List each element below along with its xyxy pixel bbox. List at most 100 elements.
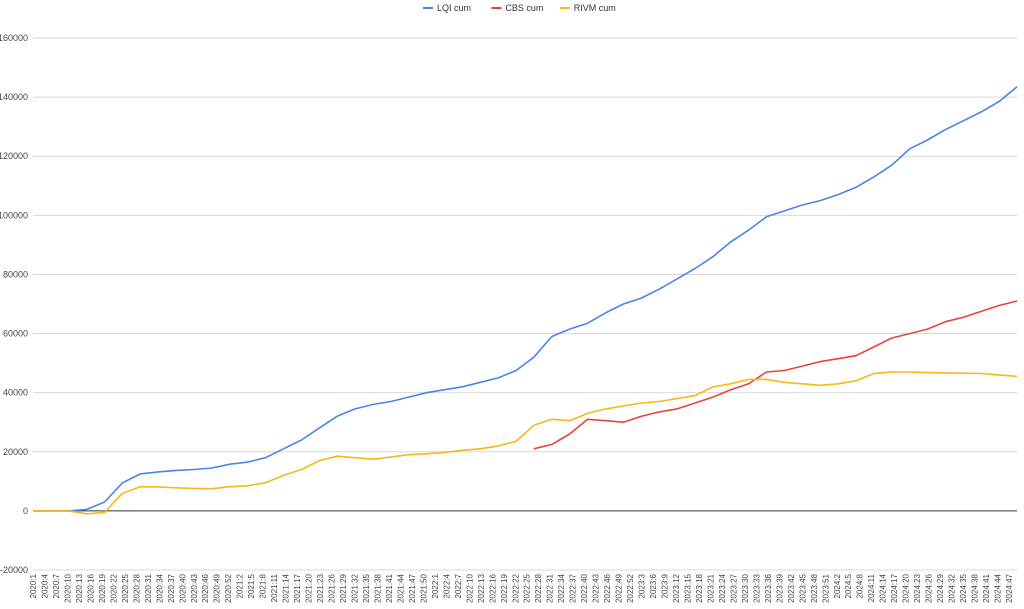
x-tick-label: 2023:30 — [741, 573, 750, 602]
legend-label: CBS cum — [505, 3, 543, 13]
x-tick-label: 2024:20 — [902, 573, 911, 602]
x-tick-label: 2021:23 — [316, 573, 325, 602]
x-tick-label: 2023:18 — [695, 573, 704, 602]
x-tick-label: 2022:25 — [523, 573, 532, 602]
legend-item-0: LQI cum — [423, 3, 471, 13]
x-tick-label: 2024:29 — [936, 573, 945, 602]
x-tick-label: 2024:35 — [959, 573, 968, 602]
x-tick-label: 2023:39 — [775, 573, 784, 602]
x-tick-label: 2023:3 — [638, 573, 647, 598]
x-tick-label: 2022:16 — [488, 573, 497, 602]
x-tick-label: 2022:31 — [546, 573, 555, 602]
legend: LQI cum CBS cum RIVM cum — [423, 3, 616, 13]
x-tick-label: 2020:1 — [29, 573, 38, 598]
x-tick-label: 2022:43 — [592, 573, 601, 602]
grid-lines — [33, 37, 1017, 571]
x-tick-label: 2020:13 — [75, 573, 84, 602]
x-tick-label: 2020:4 — [40, 573, 49, 598]
x-tick-label: 2021:41 — [385, 573, 394, 602]
x-tick-label: 2022:37 — [569, 573, 578, 602]
x-tick-label: 2022:46 — [603, 573, 612, 602]
x-tick-label: 2024:14 — [879, 573, 888, 602]
x-tick-label: 2024:26 — [925, 573, 934, 602]
x-tick-label: 2021:26 — [328, 573, 337, 602]
x-tick-label: 2022:19 — [500, 573, 509, 602]
x-tick-label: 2021:11 — [270, 573, 279, 602]
x-tick-label: 2023:15 — [683, 573, 692, 602]
x-tick-label: 2023:36 — [764, 573, 773, 602]
y-tick-label: 60000 — [3, 329, 28, 339]
y-tick-label: 80000 — [3, 269, 28, 279]
x-tick-label: 2022:49 — [615, 573, 624, 602]
x-tick-label: 2021:5 — [247, 573, 256, 598]
y-tick-label: 40000 — [3, 388, 28, 398]
x-tick-label: 2020:49 — [213, 573, 222, 602]
series-line-1 — [533, 300, 1018, 450]
x-tick-label: 2020:37 — [167, 573, 176, 602]
x-tick-label: 2021:47 — [408, 573, 417, 602]
x-tick-label: 2022:52 — [626, 573, 635, 602]
y-tick-label: 120000 — [0, 151, 28, 161]
x-tick-label: 2021:44 — [396, 573, 405, 602]
x-tick-label: 2021:38 — [373, 573, 382, 602]
x-tick-label: 2020:22 — [109, 573, 118, 602]
y-tick-label: 160000 — [0, 33, 28, 43]
x-tick-label: 2024:38 — [971, 573, 980, 602]
x-tick-label: 2022:10 — [465, 573, 474, 602]
x-tick-label: 2024:11 — [867, 573, 876, 602]
x-tick-label: 2024:23 — [913, 573, 922, 602]
x-tick-label: 2020:31 — [144, 573, 153, 602]
x-tick-label: 2022:4 — [442, 573, 451, 598]
x-tick-label: 2020:43 — [190, 573, 199, 602]
x-tick-label: 2022:40 — [580, 573, 589, 602]
y-axis-tick-labels: -20000 0 20000 40000 60000 80000 100000 120000 1… — [0, 33, 28, 575]
x-tick-label: 2022:34 — [557, 573, 566, 602]
y-tick-label: -20000 — [0, 565, 28, 575]
x-tick-label: 2023:21 — [706, 573, 715, 602]
x-tick-label: 2021:32 — [351, 573, 360, 602]
x-tick-label: 2024:5 — [844, 573, 853, 598]
series-line-2 — [33, 371, 1018, 515]
y-tick-label: 100000 — [0, 210, 28, 220]
legend-item-1: CBS cum — [491, 3, 543, 13]
x-tick-label: 2024:32 — [948, 573, 957, 602]
y-tick-label: 0 — [23, 506, 28, 516]
legend-label: RIVM cum — [574, 3, 616, 13]
x-tick-label: 2020:25 — [121, 573, 130, 602]
x-tick-label: 2024:47 — [1005, 573, 1014, 602]
x-tick-label: 2020:7 — [52, 573, 61, 598]
x-tick-label: 2020:34 — [155, 573, 164, 602]
x-tick-label: 2020:52 — [224, 573, 233, 602]
x-tick-label: 2023:24 — [718, 573, 727, 602]
x-tick-label: 2021:35 — [362, 573, 371, 602]
series-line-0 — [33, 86, 1018, 512]
x-tick-label: 2024:2 — [833, 573, 842, 598]
x-tick-label: 2021:2 — [236, 573, 245, 598]
x-tick-label: 2022:7 — [454, 573, 463, 598]
x-tick-label: 2023:51 — [821, 573, 830, 602]
x-tick-label: 2020:19 — [98, 573, 107, 602]
x-axis-tick-labels: 2020:1 2020:4 2020:7 2020:10 2020:13 2020:16 2… — [29, 573, 1014, 602]
x-tick-label: 2020:28 — [132, 573, 141, 602]
x-tick-label: 2021:8 — [259, 573, 268, 598]
x-tick-label: 2024:8 — [856, 573, 865, 598]
x-tick-label: 2020:10 — [63, 573, 72, 602]
x-tick-label: 2021:20 — [305, 573, 314, 602]
x-tick-label: 2024:44 — [994, 573, 1003, 602]
x-tick-label: 2024:17 — [890, 573, 899, 602]
y-tick-label: 140000 — [0, 92, 28, 102]
x-tick-label: 2023:42 — [787, 573, 796, 602]
x-tick-label: 2023:12 — [672, 573, 681, 602]
series-lines — [33, 86, 1018, 515]
x-tick-label: 2023:9 — [661, 573, 670, 598]
x-tick-label: 2021:14 — [282, 573, 291, 602]
y-tick-label: 20000 — [3, 447, 28, 457]
x-tick-label: 2021:50 — [419, 573, 428, 602]
x-tick-label: 2020:16 — [86, 573, 95, 602]
x-tick-label: 2021:17 — [293, 573, 302, 602]
x-tick-label: 2023:27 — [729, 573, 738, 602]
legend-label: LQI cum — [437, 3, 471, 13]
x-tick-label: 2021:29 — [339, 573, 348, 602]
x-tick-label: 2020:46 — [201, 573, 210, 602]
x-tick-label: 2024:41 — [982, 573, 991, 602]
